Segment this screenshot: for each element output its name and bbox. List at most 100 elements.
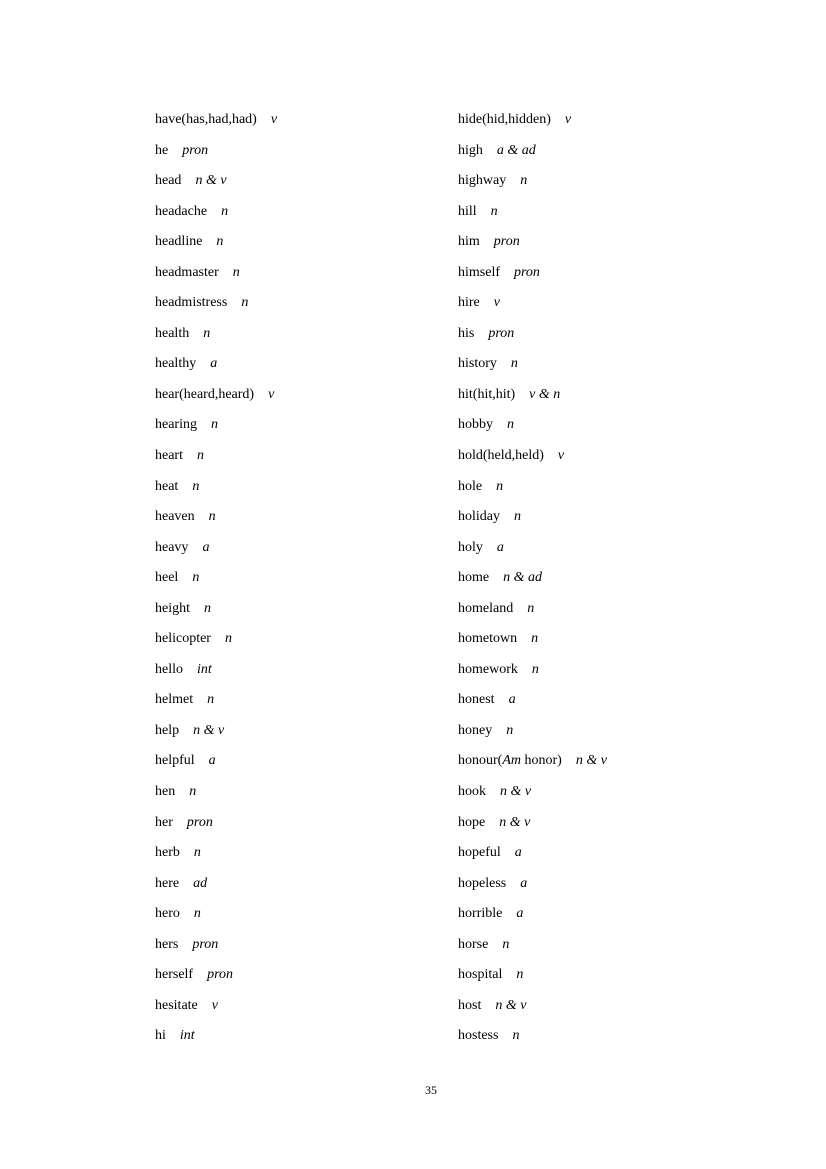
entry-word: host [458,997,482,1013]
part-of-speech: pron [192,936,219,952]
part-of-speech: n [531,631,539,647]
vocab-entry: history n [458,355,607,386]
entry-word: heaven [155,509,195,525]
entry-word: holy [458,539,483,555]
entry-word: home [458,570,490,586]
entry-word: help [155,722,180,738]
entry-word: homework [458,661,518,677]
part-of-speech: pron [186,814,213,830]
part-of-speech: n [221,203,229,219]
part-of-speech: n [208,509,216,525]
part-of-speech: n & v [575,753,607,769]
entry-word: history [458,356,497,372]
entry-word: highway [458,173,507,189]
part-of-speech: n [196,448,204,464]
entry-word: hide(hid,hidden) [458,112,551,127]
part-of-speech: n [193,906,201,922]
entry-word: helmet [155,692,194,708]
entry-word: horrible [458,906,503,922]
part-of-speech: pron [207,967,234,983]
part-of-speech: n [210,417,218,433]
vocab-entry: heart n [155,447,277,478]
vocab-entry: head n & v [155,172,277,203]
part-of-speech: n [507,417,514,433]
part-of-speech: n & v [495,997,527,1013]
vocab-entry: herb n [155,844,277,875]
part-of-speech: pron [488,325,515,341]
vocab-entry: hospital n [458,966,607,997]
vocab-entry: headmistress n [155,294,277,325]
part-of-speech: int [197,661,212,677]
entry-word-variant: honor) [521,753,562,769]
vocab-entry: hometown n [458,630,607,661]
part-of-speech: n & ad [503,570,542,586]
part-of-speech: n [203,325,211,341]
entry-word: hostess [458,1028,499,1044]
vocab-entry: hold(held,held) v [458,447,607,478]
part-of-speech: a [520,875,528,891]
entry-word: himself [458,264,500,280]
part-of-speech: n [520,173,528,189]
vocab-entry: hello int [155,661,277,692]
part-of-speech: a [516,906,524,922]
left-word-column: have(has,had,had) v he pron head n & v headach… [155,111,277,1058]
part-of-speech: n [192,570,200,586]
entry-word: hear(heard,heard) [155,386,255,402]
entry-word: hold(held,held) [458,448,544,464]
part-of-speech: v & n [529,386,561,402]
entry-word: hopeless [458,875,507,891]
entry-word: her [155,814,173,830]
part-of-speech: n [224,631,232,647]
entry-word: heat [155,478,179,494]
vocab-entry: her pron [155,814,277,845]
part-of-speech: a [514,845,522,861]
vocab-entry: highway n [458,172,607,203]
entry-word: heavy [155,539,189,555]
entry-word: his [458,325,475,341]
part-of-speech: n [490,203,498,219]
vocab-entry: here ad [155,875,277,906]
part-of-speech: ad [193,875,208,891]
part-of-speech: int [179,1028,195,1044]
part-of-speech: n & v [193,722,225,738]
vocab-entry: homeland n [458,600,607,631]
part-of-speech: n [207,692,215,708]
part-of-speech: n [514,509,521,525]
entry-word: headline [155,234,203,250]
vocab-entry: honour(Am honor) n & v [458,752,607,783]
american-label: Am [502,753,521,769]
entry-word: horse [458,936,489,952]
vocab-entry: honey n [458,722,607,753]
entry-word: hen [155,784,176,800]
vocab-entry: hope n & v [458,814,607,845]
entry-word: helicopter [155,631,211,647]
vocab-entry: holiday n [458,508,607,539]
vocab-entry: hen n [155,783,277,814]
part-of-speech: a [202,539,210,555]
part-of-speech: n [496,478,504,494]
entry-word: hole [458,478,483,494]
vocab-entry: hill n [458,203,607,234]
entry-word: homeland [458,600,514,616]
part-of-speech: n [531,661,539,677]
part-of-speech: v [557,448,565,464]
vocab-entry: hide(hid,hidden) v [458,111,607,142]
entry-word: hearing [155,417,197,433]
part-of-speech: n & v [499,814,531,830]
vocab-entry: height n [155,600,277,631]
vocab-entry: heaven n [155,508,277,539]
part-of-speech: a [496,539,504,555]
part-of-speech: n [216,234,224,250]
vocab-entry: have(has,had,had) v [155,111,277,142]
entry-word: high [458,142,483,158]
part-of-speech: v [270,112,278,127]
vocab-entry: high a & ad [458,142,607,173]
entry-word: he [155,142,169,158]
entry-word: health [155,325,190,341]
part-of-speech: n & v [195,173,227,189]
vocab-entry: hi int [155,1027,277,1058]
entry-word: heart [155,448,183,464]
part-of-speech: n [510,356,518,372]
entry-word: hero [155,906,180,922]
vocab-entry: helmet n [155,691,277,722]
